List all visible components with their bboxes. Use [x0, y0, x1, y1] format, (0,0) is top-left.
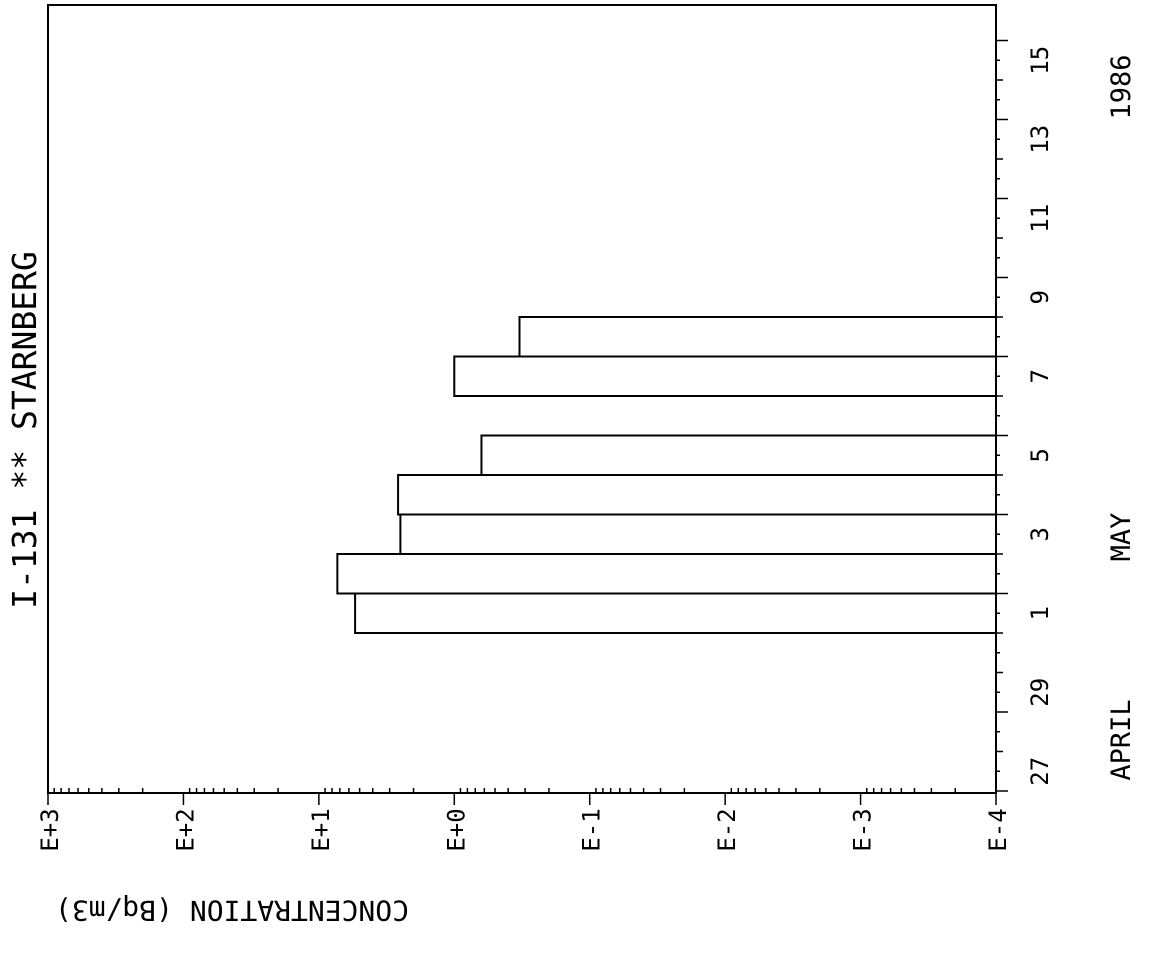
bar	[453, 355, 997, 397]
y-tick-label: E-1	[578, 808, 606, 851]
bars	[336, 316, 998, 634]
y-tick-label: E+3	[36, 808, 64, 851]
x-ticks	[996, 39, 1008, 792]
bar	[336, 553, 997, 595]
year-label: 1986	[1106, 54, 1137, 119]
month-label-april: APRIL	[1106, 699, 1137, 780]
y-tick-label: E-2	[713, 808, 741, 851]
x-tick-label: 15	[1026, 46, 1054, 75]
bar	[518, 316, 997, 358]
x-tick-label: 11	[1026, 204, 1054, 233]
x-tick-label: 29	[1026, 678, 1054, 707]
bar	[399, 513, 998, 555]
y-tick-labels: E+3 E+2 E+1 E+0 E-1 E-2 E-3 E-4	[36, 808, 1012, 851]
x-tick-label: 1	[1026, 606, 1054, 620]
x-tick-label: 27	[1026, 757, 1054, 786]
y-tick-label: E-3	[849, 808, 877, 851]
x-tick-label: 3	[1026, 527, 1054, 541]
x-tick-label: 5	[1026, 448, 1054, 462]
chart-title: I-131 ** STARNBERG	[5, 251, 44, 609]
x-tick-label: 13	[1026, 125, 1054, 154]
bar	[480, 434, 997, 476]
x-tick-label: 7	[1026, 369, 1054, 383]
y-axis-label: CONCENTRATION (Bq/m3)	[55, 894, 409, 927]
bar	[354, 592, 997, 634]
plot-frame	[47, 4, 997, 794]
y-tick-label: E+0	[442, 808, 470, 851]
y-major-ticks	[47, 793, 997, 805]
y-tick-label: E+2	[171, 808, 199, 851]
y-minor-ticks	[53, 788, 956, 793]
y-tick-label: E+1	[307, 808, 335, 851]
y-tick-label: E-4	[984, 808, 1012, 851]
bar	[397, 474, 997, 516]
month-label-may: MAY	[1106, 513, 1137, 562]
x-tick-label: 9	[1026, 290, 1054, 304]
